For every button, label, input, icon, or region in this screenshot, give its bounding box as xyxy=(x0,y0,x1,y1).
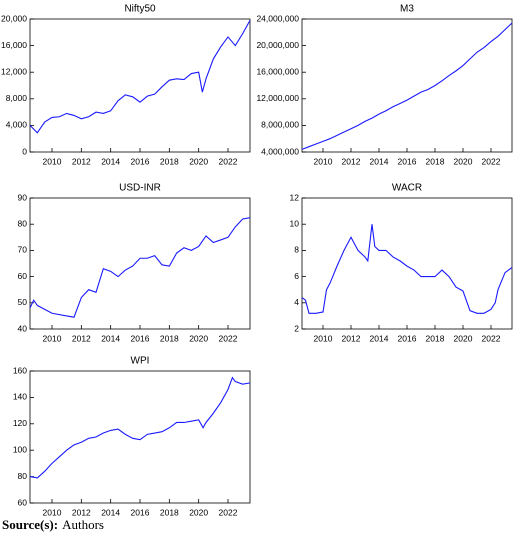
x-tick-label: 2014 xyxy=(101,507,120,517)
x-tick-label: 2018 xyxy=(160,156,179,166)
x-tick-label: 2018 xyxy=(426,333,445,343)
x-tick-label: 2010 xyxy=(314,333,333,343)
source-note: Source(s): Authors xyxy=(2,517,104,532)
x-tick-label: 2020 xyxy=(454,156,473,166)
chart-title: WACR xyxy=(392,183,422,194)
y-tick-label: 24,000,000 xyxy=(256,13,299,23)
x-tick-label: 2022 xyxy=(219,507,238,517)
x-tick-label: 2022 xyxy=(219,333,238,343)
y-tick-label: 16,000,000 xyxy=(256,66,299,76)
y-tick-label: 100 xyxy=(13,444,27,454)
x-tick-label: 2020 xyxy=(189,507,208,517)
x-tick-label: 2016 xyxy=(131,156,150,166)
x-tick-label: 2012 xyxy=(342,333,361,343)
y-tick-label: 12,000,000 xyxy=(256,93,299,103)
y-tick-label: 4,000 xyxy=(6,120,28,130)
x-tick-label: 2018 xyxy=(160,507,179,517)
x-tick-label: 2018 xyxy=(426,156,445,166)
x-tick-label: 2018 xyxy=(160,333,179,343)
x-tick-label: 2012 xyxy=(342,156,361,166)
chart-title: M3 xyxy=(400,4,414,15)
x-tick-label: 2012 xyxy=(72,507,91,517)
data-line xyxy=(29,217,251,318)
y-tick-label: 40 xyxy=(18,323,28,333)
x-tick-label: 2014 xyxy=(101,156,120,166)
plot-frame xyxy=(29,18,251,153)
y-tick-label: 10 xyxy=(290,218,300,228)
y-tick-label: 60 xyxy=(18,271,28,281)
chart-title: WPI xyxy=(131,356,150,367)
plot-frame xyxy=(29,197,251,330)
y-tick-label: 4,000,000 xyxy=(261,146,299,156)
y-tick-label: 160 xyxy=(13,365,27,375)
x-tick-label: 2022 xyxy=(482,333,501,343)
plot-frame xyxy=(301,197,513,330)
x-tick-label: 2010 xyxy=(43,156,62,166)
y-tick-label: 20,000 xyxy=(1,13,27,23)
y-tick-label: 4 xyxy=(294,297,299,307)
source-text: Authors xyxy=(62,517,104,532)
plot-frame xyxy=(301,18,513,153)
y-tick-label: 0 xyxy=(22,146,27,156)
x-tick-label: 2012 xyxy=(72,156,91,166)
y-tick-label: 70 xyxy=(18,245,28,255)
chart-title: USD-INR xyxy=(119,183,161,194)
y-tick-label: 120 xyxy=(13,418,27,428)
data-line xyxy=(29,20,251,134)
y-tick-label: 90 xyxy=(18,192,28,202)
source-label: Source(s): xyxy=(2,517,58,532)
x-tick-label: 2014 xyxy=(370,156,389,166)
data-line xyxy=(29,376,251,479)
x-tick-label: 2014 xyxy=(101,333,120,343)
x-tick-label: 2022 xyxy=(219,156,238,166)
x-tick-label: 2020 xyxy=(454,333,473,343)
x-tick-label: 2014 xyxy=(370,333,389,343)
y-tick-label: 12 xyxy=(290,192,300,202)
y-tick-label: 50 xyxy=(18,297,28,307)
data-line xyxy=(301,22,513,150)
chart-title: Nifty50 xyxy=(124,4,156,15)
x-tick-label: 2020 xyxy=(189,156,208,166)
y-tick-label: 12,000 xyxy=(1,66,27,76)
x-tick-label: 2010 xyxy=(314,156,333,166)
y-tick-label: 8 xyxy=(294,245,299,255)
x-tick-label: 2012 xyxy=(72,333,91,343)
y-tick-label: 140 xyxy=(13,392,27,402)
x-tick-label: 2016 xyxy=(398,333,417,343)
y-tick-label: 80 xyxy=(18,218,28,228)
y-tick-label: 60 xyxy=(18,497,28,507)
x-tick-label: 2016 xyxy=(398,156,417,166)
y-tick-label: 2 xyxy=(294,323,299,333)
x-tick-label: 2016 xyxy=(131,333,150,343)
y-tick-label: 8,000,000 xyxy=(261,120,299,130)
y-tick-label: 20,000,000 xyxy=(256,40,299,50)
x-tick-label: 2016 xyxy=(131,507,150,517)
x-tick-label: 2020 xyxy=(189,333,208,343)
y-tick-label: 16,000 xyxy=(1,40,27,50)
x-tick-label: 2010 xyxy=(43,333,62,343)
data-line xyxy=(301,224,513,314)
x-tick-label: 2010 xyxy=(43,507,62,517)
y-tick-label: 6 xyxy=(294,271,299,281)
y-tick-label: 80 xyxy=(18,471,28,481)
y-tick-label: 8,000 xyxy=(6,93,28,103)
plot-frame xyxy=(29,370,251,504)
x-tick-label: 2022 xyxy=(482,156,501,166)
